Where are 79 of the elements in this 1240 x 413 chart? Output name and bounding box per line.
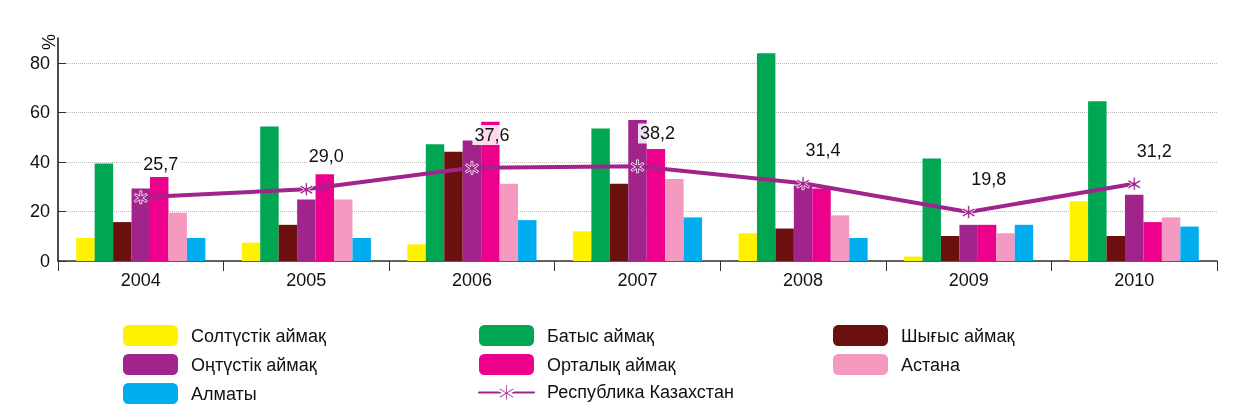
bar (518, 220, 537, 261)
bar (756, 53, 776, 261)
bar (922, 158, 941, 261)
bar (1180, 226, 1199, 261)
data-label: 29,0 (308, 146, 344, 167)
x-tick-label: 2006 (451, 270, 492, 290)
legend-label: Орталық аймақ (547, 354, 676, 375)
point (796, 176, 810, 191)
x-tick-label: 2004 (120, 270, 161, 290)
bar (186, 237, 206, 261)
point (1127, 176, 1142, 191)
bar (1069, 201, 1089, 261)
bar (150, 177, 169, 261)
bar (352, 237, 371, 261)
bar (775, 228, 794, 261)
bar (334, 199, 353, 261)
bar (1106, 235, 1125, 261)
legend-label: Батыс аймақ (547, 325, 655, 346)
legend-label: Алматы (191, 383, 257, 404)
data-label: 37,6 (474, 124, 510, 145)
bar (959, 224, 978, 261)
bar (572, 231, 592, 261)
y-tick-label: 40 (29, 151, 50, 172)
bar (499, 183, 519, 261)
bar (1088, 101, 1107, 261)
y-tick-label: 20 (29, 201, 50, 222)
bar (278, 224, 298, 261)
legend-label: Оңтүстік аймақ (191, 354, 317, 375)
point (133, 190, 148, 205)
data-label: 31,2 (1136, 140, 1172, 161)
bar (996, 233, 1015, 261)
bar (812, 188, 831, 261)
x-tick-label: 2005 (286, 270, 327, 290)
y-axis-title: % (39, 34, 59, 51)
bar (315, 174, 335, 261)
bar (1124, 194, 1144, 261)
data-label: 31,4 (805, 140, 841, 161)
bar (683, 217, 703, 261)
bar (297, 199, 316, 261)
bar (94, 163, 114, 261)
x-tick-label: 2009 (948, 270, 989, 290)
bar (665, 178, 684, 261)
bar (407, 244, 426, 261)
bar (241, 242, 261, 261)
legend-label: Республика Казахстан (547, 382, 734, 403)
point (465, 160, 479, 175)
bar (940, 235, 960, 261)
bar (444, 151, 463, 261)
bar (830, 215, 850, 261)
x-tick-label: 2007 (617, 270, 658, 290)
bar (168, 212, 187, 261)
point (961, 205, 976, 219)
legend-label: Астана (901, 354, 961, 375)
bar (425, 144, 445, 261)
bar (1014, 224, 1034, 261)
x-tick-label: 2010 (1114, 270, 1155, 290)
y-tick-label: 80 (29, 52, 50, 73)
bar (646, 149, 666, 261)
y-tick-label: 0 (39, 251, 50, 271)
bar (849, 237, 868, 261)
point (630, 159, 645, 174)
bar (738, 233, 757, 261)
data-label: 38,2 (639, 123, 676, 144)
y-tick-label: 60 (29, 102, 50, 123)
bar (1161, 217, 1181, 261)
data-label: 25,7 (143, 154, 179, 175)
bar (904, 256, 923, 261)
legend-label: Шығыс аймақ (901, 325, 1015, 346)
bar (113, 222, 132, 261)
data-label: 19,8 (971, 169, 1007, 190)
bar (977, 224, 997, 261)
bar (609, 183, 629, 261)
bar (260, 126, 279, 261)
legend-label: Солтүстік аймақ (191, 325, 326, 346)
bar (591, 128, 610, 261)
point (299, 182, 314, 197)
bar (1143, 222, 1162, 261)
x-tick-label: 2008 (783, 270, 824, 290)
bar (76, 237, 95, 261)
